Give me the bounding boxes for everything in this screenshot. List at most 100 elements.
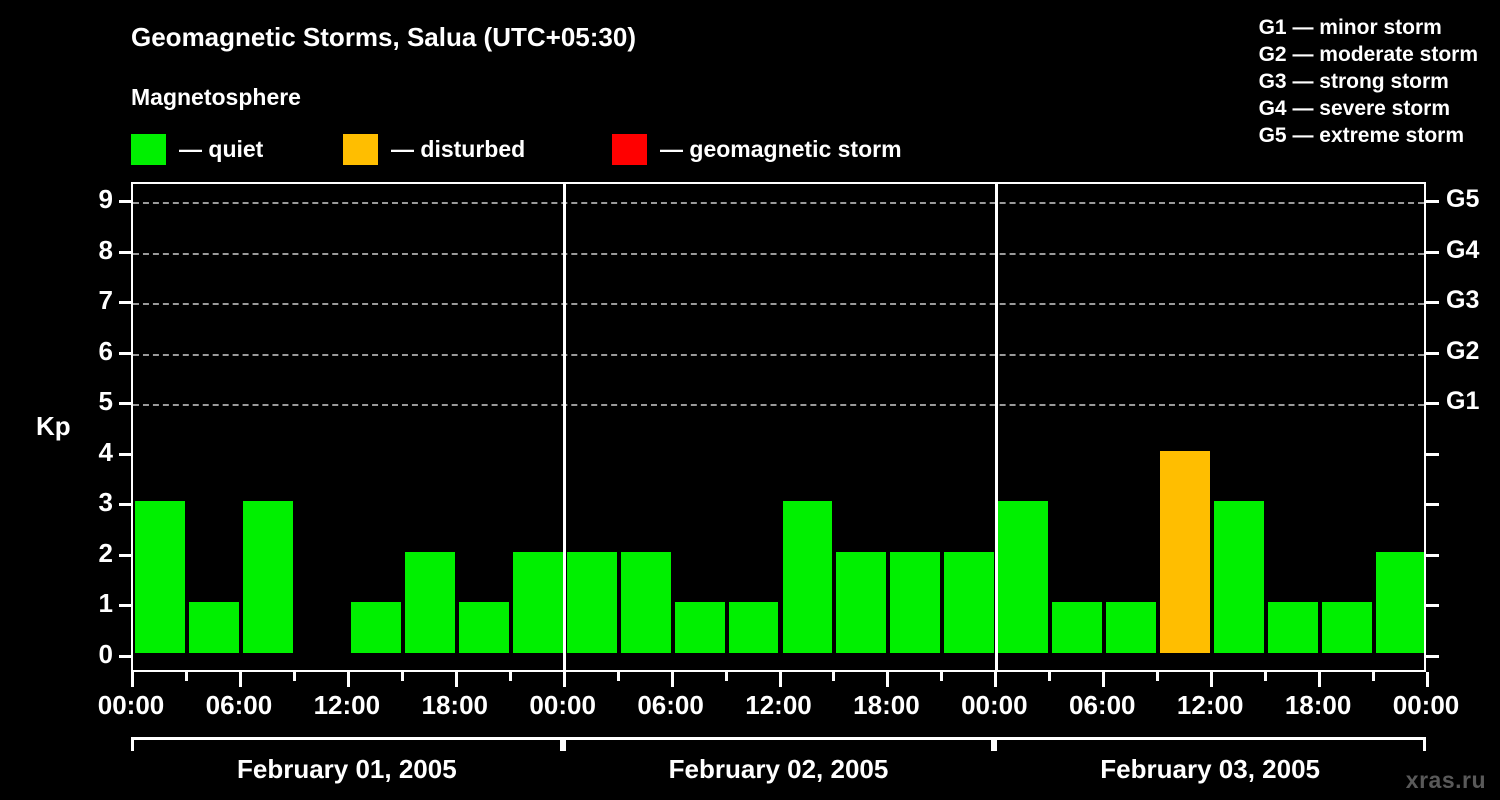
bar[interactable] <box>404 551 455 653</box>
y-tick-mark-4 <box>119 452 131 456</box>
legend-item-disturbed-label: — disturbed <box>391 135 526 162</box>
bar[interactable] <box>1106 602 1157 653</box>
g-tick-mark-kp-0 <box>1426 655 1439 658</box>
x-tick-mark-24 <box>1426 672 1429 687</box>
x-time-label-6: 12:00 <box>745 690 812 720</box>
g-tick-mark-kp-8 <box>1426 250 1439 254</box>
date-label-1: February 01, 2005 <box>236 754 457 784</box>
y-tick-mark-5 <box>119 402 131 406</box>
x-time-label-10: 12:00 <box>1176 690 1244 720</box>
g-tick-mark-kp-7 <box>1426 301 1439 305</box>
date-label-2: February 02, 2005 <box>668 754 889 784</box>
x-time-label-3: 18:00 <box>421 690 489 720</box>
x-tick-mark-1 <box>184 672 188 681</box>
g-tick-label-G3: G3 <box>1446 286 1480 315</box>
bar[interactable] <box>1376 551 1424 653</box>
g-tick-label-G4: G4 <box>1446 235 1480 264</box>
x-tick-mark-7 <box>508 672 512 681</box>
gridline-kp-9 <box>133 202 1424 204</box>
x-tick-mark-14 <box>886 672 890 687</box>
x-time-label-9: 06:00 <box>1069 690 1136 720</box>
bar[interactable] <box>890 551 941 653</box>
day-separator-1 <box>563 184 567 670</box>
date-bracket-2 <box>562 737 995 751</box>
g-tick-mark-kp-9 <box>1426 200 1439 203</box>
y-tick-mark-7 <box>119 301 131 305</box>
y-tick-mark-1 <box>119 604 131 608</box>
bar[interactable] <box>458 602 509 653</box>
y-tick-label-3: 3 <box>98 487 113 518</box>
page-title: Geomagnetic Storms, Salua (UTC+05:30) <box>131 22 636 52</box>
bar[interactable] <box>1214 501 1265 653</box>
bar[interactable] <box>566 551 617 653</box>
date-bracket-3 <box>994 737 1426 751</box>
bar[interactable] <box>674 602 725 653</box>
gridline-kp-8 <box>133 252 1424 255</box>
x-tick-mark-13 <box>832 672 836 681</box>
x-tick-mark-4 <box>346 672 350 687</box>
orange-swatch-icon <box>343 133 378 165</box>
y-tick-mark-2 <box>119 553 131 557</box>
bar[interactable] <box>1268 602 1319 653</box>
x-tick-mark-10 <box>670 672 674 687</box>
gridline-kp-5 <box>133 404 1424 407</box>
y-tick-label-2: 2 <box>98 537 113 568</box>
x-tick-mark-18 <box>1102 672 1106 687</box>
bar[interactable] <box>512 551 563 653</box>
legend-item-quiet: — quiet <box>131 132 263 166</box>
y-axis-label: Kp <box>36 411 71 441</box>
x-tick-mark-21 <box>1264 672 1268 681</box>
gridline-kp-7 <box>133 303 1424 306</box>
x-time-label-4: 00:00 <box>529 690 596 720</box>
legend-item-disturbed: — disturbed <box>343 132 525 166</box>
g-tick-mark-kp-5 <box>1426 402 1439 406</box>
x-time-label-7: 18:00 <box>853 690 920 720</box>
g-tick-label-G5: G5 <box>1446 185 1480 213</box>
g-tick-mark-kp-4 <box>1426 452 1439 456</box>
y-tick-label-0: 0 <box>98 639 113 669</box>
x-tick-mark-0 <box>131 672 134 687</box>
bar[interactable] <box>998 501 1049 653</box>
red-swatch-icon <box>612 133 647 165</box>
bar[interactable] <box>1160 450 1211 653</box>
g-legend-row-g5: G5 — extreme storm <box>1258 124 1465 147</box>
x-tick-mark-8 <box>562 672 566 687</box>
legend-item-geomagnetic-storm-label: — geomagnetic storm <box>660 135 902 162</box>
date-bracket-1 <box>131 737 563 751</box>
x-tick-mark-11 <box>724 672 728 681</box>
x-time-label-12: 00:00 <box>1392 690 1460 720</box>
y-tick-mark-6 <box>119 351 131 355</box>
bar[interactable] <box>1322 602 1373 653</box>
bar[interactable] <box>944 551 995 653</box>
g-scale-legend: G1 — minor storm G2 — moderate storm G3 … <box>1259 14 1478 149</box>
y-tick-label-1: 1 <box>98 588 113 619</box>
g-legend-row-g1: G1 — minor storm <box>1258 16 1442 39</box>
x-tick-mark-5 <box>400 672 404 681</box>
x-tick-mark-15 <box>940 672 944 681</box>
x-tick-mark-9 <box>616 672 620 681</box>
bar[interactable] <box>188 602 239 653</box>
x-time-label-5: 06:00 <box>637 690 704 720</box>
g-tick-mark-kp-6 <box>1426 351 1439 355</box>
bar[interactable] <box>728 602 779 653</box>
bar[interactable] <box>782 501 833 653</box>
bar[interactable] <box>836 551 887 653</box>
g-tick-label-G2: G2 <box>1446 336 1480 365</box>
day-separator-2 <box>994 184 998 670</box>
bar[interactable] <box>350 602 401 653</box>
y-tick-mark-8 <box>119 250 131 254</box>
x-tick-mark-23 <box>1372 672 1376 681</box>
bar[interactable] <box>1052 602 1103 653</box>
bar[interactable] <box>242 501 293 653</box>
watermark: xras.ru <box>1405 767 1486 793</box>
legend-item-quiet-label: — quiet <box>179 135 264 162</box>
x-tick-mark-2 <box>238 672 242 687</box>
g-tick-mark-kp-2 <box>1426 553 1439 557</box>
y-tick-label-5: 5 <box>98 386 113 417</box>
bar[interactable] <box>135 501 185 653</box>
x-tick-mark-17 <box>1048 672 1052 681</box>
x-tick-mark-6 <box>454 672 458 687</box>
y-tick-mark-0 <box>119 655 131 658</box>
bar[interactable] <box>620 551 671 653</box>
